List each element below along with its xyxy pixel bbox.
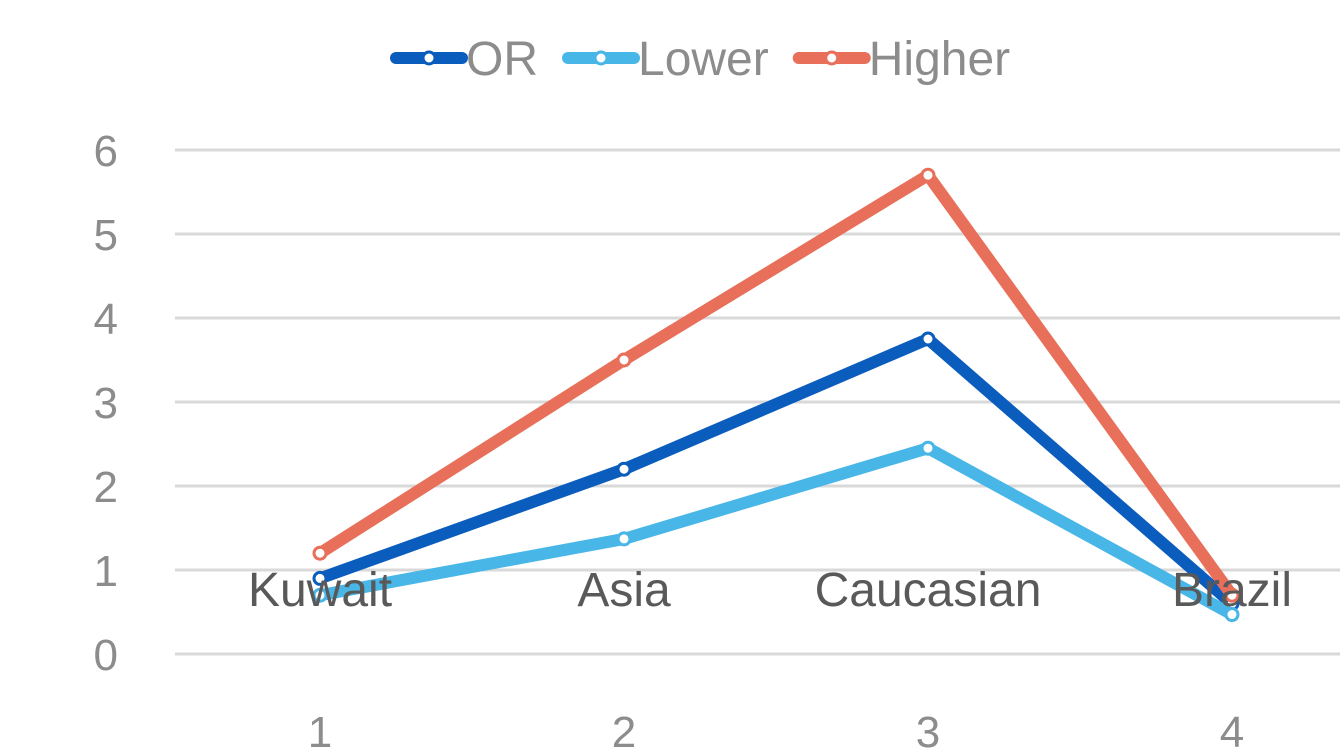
data-point-higher — [312, 545, 328, 561]
series-line-or — [317, 333, 1236, 609]
y-tick-label: 4 — [94, 295, 118, 344]
legend-label: Lower — [638, 33, 769, 86]
y-tick-label: 5 — [94, 211, 118, 260]
data-point-lower — [920, 440, 936, 456]
data-point-lower — [1224, 607, 1240, 623]
gridlines — [175, 148, 1340, 656]
data-point-or — [920, 331, 936, 347]
category-label: Caucasian — [815, 564, 1042, 617]
data-point-or — [616, 461, 632, 477]
category-label: Brazil — [1172, 564, 1292, 617]
x-tick-label: 2 — [612, 708, 636, 753]
y-tick-label: 0 — [94, 631, 118, 680]
y-tick-label: 3 — [94, 379, 118, 428]
legend-label: OR — [466, 33, 538, 86]
y-tick-label: 6 — [94, 127, 118, 176]
data-point-lower — [312, 587, 328, 603]
legend-item-higher: Higher — [792, 33, 1010, 86]
legend-marker — [421, 50, 437, 66]
series-line-higher — [316, 169, 1237, 599]
legend-marker — [824, 50, 840, 66]
data-point-higher — [616, 352, 632, 368]
series-lower — [312, 440, 1240, 623]
x-axis: 1 2 3 4 — [308, 708, 1244, 753]
y-axis: 0 1 2 3 4 5 6 — [94, 127, 118, 680]
legend: OR Lower Higher — [390, 33, 1010, 86]
series-line-lower — [318, 442, 1235, 620]
category-label: Asia — [577, 564, 671, 617]
data-point-or — [312, 570, 328, 586]
x-tick-label: 1 — [308, 708, 332, 753]
legend-label: Higher — [869, 33, 1010, 86]
category-labels: Kuwait Asia Caucasian Brazil — [248, 564, 1292, 617]
y-tick-label: 1 — [94, 547, 118, 596]
x-tick-label: 3 — [916, 708, 940, 753]
series-lines — [312, 167, 1240, 623]
y-tick-label: 2 — [94, 463, 118, 512]
legend-item-or: OR — [390, 33, 538, 86]
series-higher — [312, 167, 1240, 603]
data-point-higher — [920, 167, 936, 183]
legend-marker — [593, 50, 609, 66]
data-point-lower — [616, 531, 632, 547]
category-label: Kuwait — [248, 564, 392, 617]
legend-item-lower: Lower — [562, 33, 769, 86]
data-point-higher — [1224, 587, 1240, 603]
x-tick-label: 4 — [1220, 708, 1244, 753]
